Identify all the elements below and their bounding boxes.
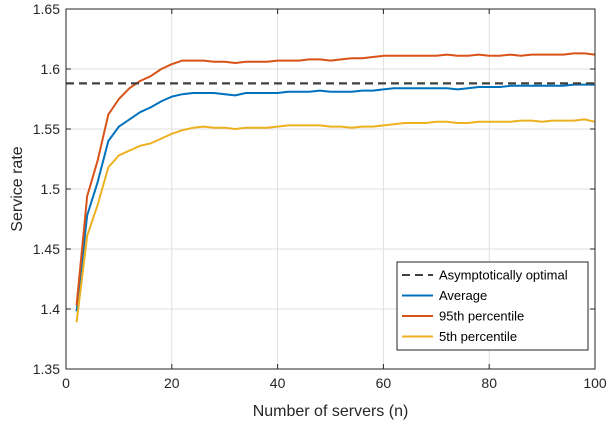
tick-labels: 0 20 40 60 80 100 1.35 1.4 1.45 1.5 1.55 1.6 1.65 bbox=[33, 1, 607, 391]
x-tick-label: 0 bbox=[62, 375, 70, 391]
y-tick-label: 1.4 bbox=[41, 301, 61, 317]
x-tick-label: 20 bbox=[164, 375, 180, 391]
y-tick-label: 1.6 bbox=[41, 61, 61, 77]
series-lines bbox=[66, 52, 596, 323]
axes-frame bbox=[65, 8, 596, 370]
x-axis-label: Number of servers (n) bbox=[253, 403, 409, 420]
series-line-5th-percentile bbox=[75, 118, 596, 323]
y-tick-label: 1.45 bbox=[33, 241, 60, 257]
y-tick-label: 1.5 bbox=[41, 181, 61, 197]
y-tick-label: 1.55 bbox=[33, 121, 60, 137]
x-tick-label: 60 bbox=[376, 375, 392, 391]
y-axis-label: Service rate bbox=[9, 146, 26, 231]
legend-label: Asymptotically optimal bbox=[439, 268, 568, 283]
legend-label: Average bbox=[439, 288, 487, 303]
legend: Asymptotically optimal Average 95th percen… bbox=[396, 261, 589, 351]
legend-label: 5th percentile bbox=[439, 329, 517, 344]
x-tick-label: 40 bbox=[270, 375, 286, 391]
y-tick-label: 1.65 bbox=[33, 1, 60, 17]
y-tick-label: 1.35 bbox=[33, 361, 60, 377]
series-line-95th-percentile bbox=[75, 52, 596, 306]
legend-box bbox=[396, 261, 589, 351]
legend-label: 95th percentile bbox=[439, 309, 524, 324]
x-tick-label: 100 bbox=[583, 375, 607, 391]
series-line-average bbox=[75, 83, 595, 312]
x-tick-label: 80 bbox=[481, 375, 497, 391]
